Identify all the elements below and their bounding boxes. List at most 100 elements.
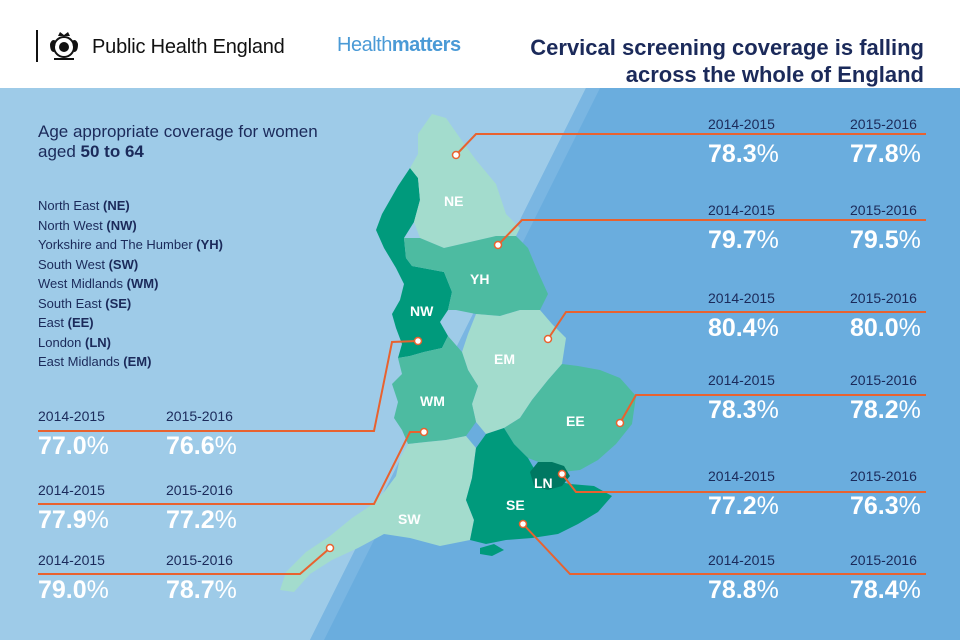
coverage-value: 77.2% — [708, 492, 779, 520]
year-label: 2014-2015 — [38, 552, 105, 568]
region-label-em: EM — [494, 351, 515, 367]
year-label: 2015-2016 — [850, 116, 917, 132]
coverage-value: 77.8% — [850, 140, 921, 168]
region-ln — [530, 462, 570, 490]
region-wm — [392, 336, 478, 444]
legend-item-se: South East (SE) — [38, 295, 132, 311]
coverage-value: 78.4% — [850, 576, 921, 604]
leader-se — [522, 523, 926, 575]
coverage-value: 80.0% — [850, 314, 921, 342]
year-label: 2014-2015 — [708, 468, 775, 484]
stat-block-em: 2014-2015 2015-2016 80.4% 80.0% — [708, 290, 928, 350]
coverage-value: 77.0% — [38, 432, 109, 460]
region-label-sw: SW — [398, 511, 421, 527]
stat-block-sw: 2014-2015 2015-2016 79.0% 78.7% — [38, 552, 258, 612]
legend-item-ln: London (LN) — [38, 334, 112, 350]
year-label: 2014-2015 — [708, 290, 775, 306]
year-label: 2015-2016 — [166, 552, 233, 568]
marker-ee — [615, 418, 625, 428]
stat-block-ne: 2014-2015 2015-2016 78.3% 77.8% — [708, 116, 928, 176]
coverage-value: 76.6% — [166, 432, 237, 460]
year-label: 2015-2016 — [850, 290, 917, 306]
year-label: 2015-2016 — [166, 408, 233, 424]
coverage-subtitle: Age appropriate coverage for women aged … — [38, 122, 318, 161]
stat-block-nw: 2014-2015 2015-2016 77.0% 76.6% — [38, 408, 258, 468]
leader-ee — [619, 394, 926, 424]
marker-se — [518, 519, 528, 529]
year-label: 2015-2016 — [850, 372, 917, 388]
leader-ln — [561, 473, 926, 493]
header: Public Health England Healthmatters Cerv… — [0, 0, 960, 88]
legend-item-ee: East (EE) — [38, 315, 94, 330]
coverage-value: 78.8% — [708, 576, 779, 604]
year-label: 2014-2015 — [38, 482, 105, 498]
stat-block-ee: 2014-2015 2015-2016 78.3% 78.2% — [708, 372, 928, 432]
region-legend: North East (NE) North West (NW) Yorkshir… — [38, 196, 223, 372]
region-label-se: SE — [506, 497, 525, 513]
leader-ne — [455, 133, 926, 156]
region-ee — [504, 364, 636, 472]
leader-yh — [497, 219, 926, 246]
region-ne — [410, 114, 520, 248]
year-label: 2015-2016 — [850, 202, 917, 218]
coverage-value: 78.3% — [708, 396, 779, 424]
legend-item-yh: Yorkshire and The Humber (YH) — [38, 237, 223, 252]
coverage-value: 78.3% — [708, 140, 779, 168]
leader-sw — [38, 547, 331, 575]
organisation-name: Public Health England — [92, 36, 285, 58]
stat-block-ln: 2014-2015 2015-2016 77.2% 76.3% — [708, 468, 928, 528]
coverage-value: 80.4% — [708, 314, 779, 342]
stat-block-yh: 2014-2015 2015-2016 79.7% 79.5% — [708, 202, 928, 262]
region-yh — [404, 236, 548, 316]
coverage-value: 79.7% — [708, 226, 779, 254]
coverage-value: 76.3% — [850, 492, 921, 520]
coverage-value: 79.5% — [850, 226, 921, 254]
region-em — [462, 310, 566, 434]
year-label: 2014-2015 — [708, 202, 775, 218]
region-label-ee: EE — [566, 413, 585, 429]
marker-nw — [413, 336, 423, 346]
title-line-2: across the whole of England — [625, 62, 924, 87]
year-label: 2014-2015 — [708, 552, 775, 568]
royal-crest-icon — [36, 30, 78, 62]
coverage-value: 77.9% — [38, 506, 109, 534]
region-nw — [376, 168, 452, 358]
leader-em — [547, 311, 926, 340]
page-title: Cervical screening coverage is falling a… — [530, 34, 924, 88]
legend-item-wm: West Midlands (WM) — [38, 276, 159, 291]
year-label: 2014-2015 — [38, 408, 105, 424]
legend-item-em: East Midlands (EM) — [38, 354, 152, 369]
stat-block-se: 2014-2015 2015-2016 78.8% 78.4% — [708, 552, 928, 612]
region-label-wm: WM — [420, 393, 445, 409]
health-matters-logo: Healthmatters — [337, 34, 461, 56]
isle-of-wight — [480, 544, 504, 556]
year-label: 2014-2015 — [708, 372, 775, 388]
coverage-value: 79.0% — [38, 576, 109, 604]
legend-item-nw: North West (NW) — [38, 217, 137, 233]
marker-sw — [325, 543, 335, 553]
marker-ne — [451, 150, 461, 160]
map-and-leaders: NE NW YH EM WM EE LN SW SE — [0, 88, 960, 640]
region-label-yh: YH — [470, 271, 489, 287]
leader-wm — [38, 431, 424, 505]
infographic-panel: NE NW YH EM WM EE LN SW SE — [0, 88, 960, 640]
england-map — [280, 114, 636, 592]
title-line-1: Cervical screening coverage is falling — [530, 35, 924, 60]
marker-ln — [557, 469, 567, 479]
year-label: 2015-2016 — [166, 482, 233, 498]
leader-nw — [38, 340, 419, 432]
marker-wm — [419, 427, 429, 437]
region-label-ne: NE — [444, 193, 463, 209]
coverage-value: 77.2% — [166, 506, 237, 534]
coverage-value: 78.2% — [850, 396, 921, 424]
legend-item-sw: South West (SW) — [38, 256, 139, 272]
year-label: 2014-2015 — [708, 116, 775, 132]
marker-yh — [493, 240, 503, 250]
coverage-value: 78.7% — [166, 576, 237, 604]
stat-block-wm: 2014-2015 2015-2016 77.9% 77.2% — [38, 482, 258, 542]
region-label-ln: LN — [534, 475, 553, 491]
region-sw — [280, 436, 476, 592]
marker-em — [543, 334, 553, 344]
year-label: 2015-2016 — [850, 552, 917, 568]
year-label: 2015-2016 — [850, 468, 917, 484]
